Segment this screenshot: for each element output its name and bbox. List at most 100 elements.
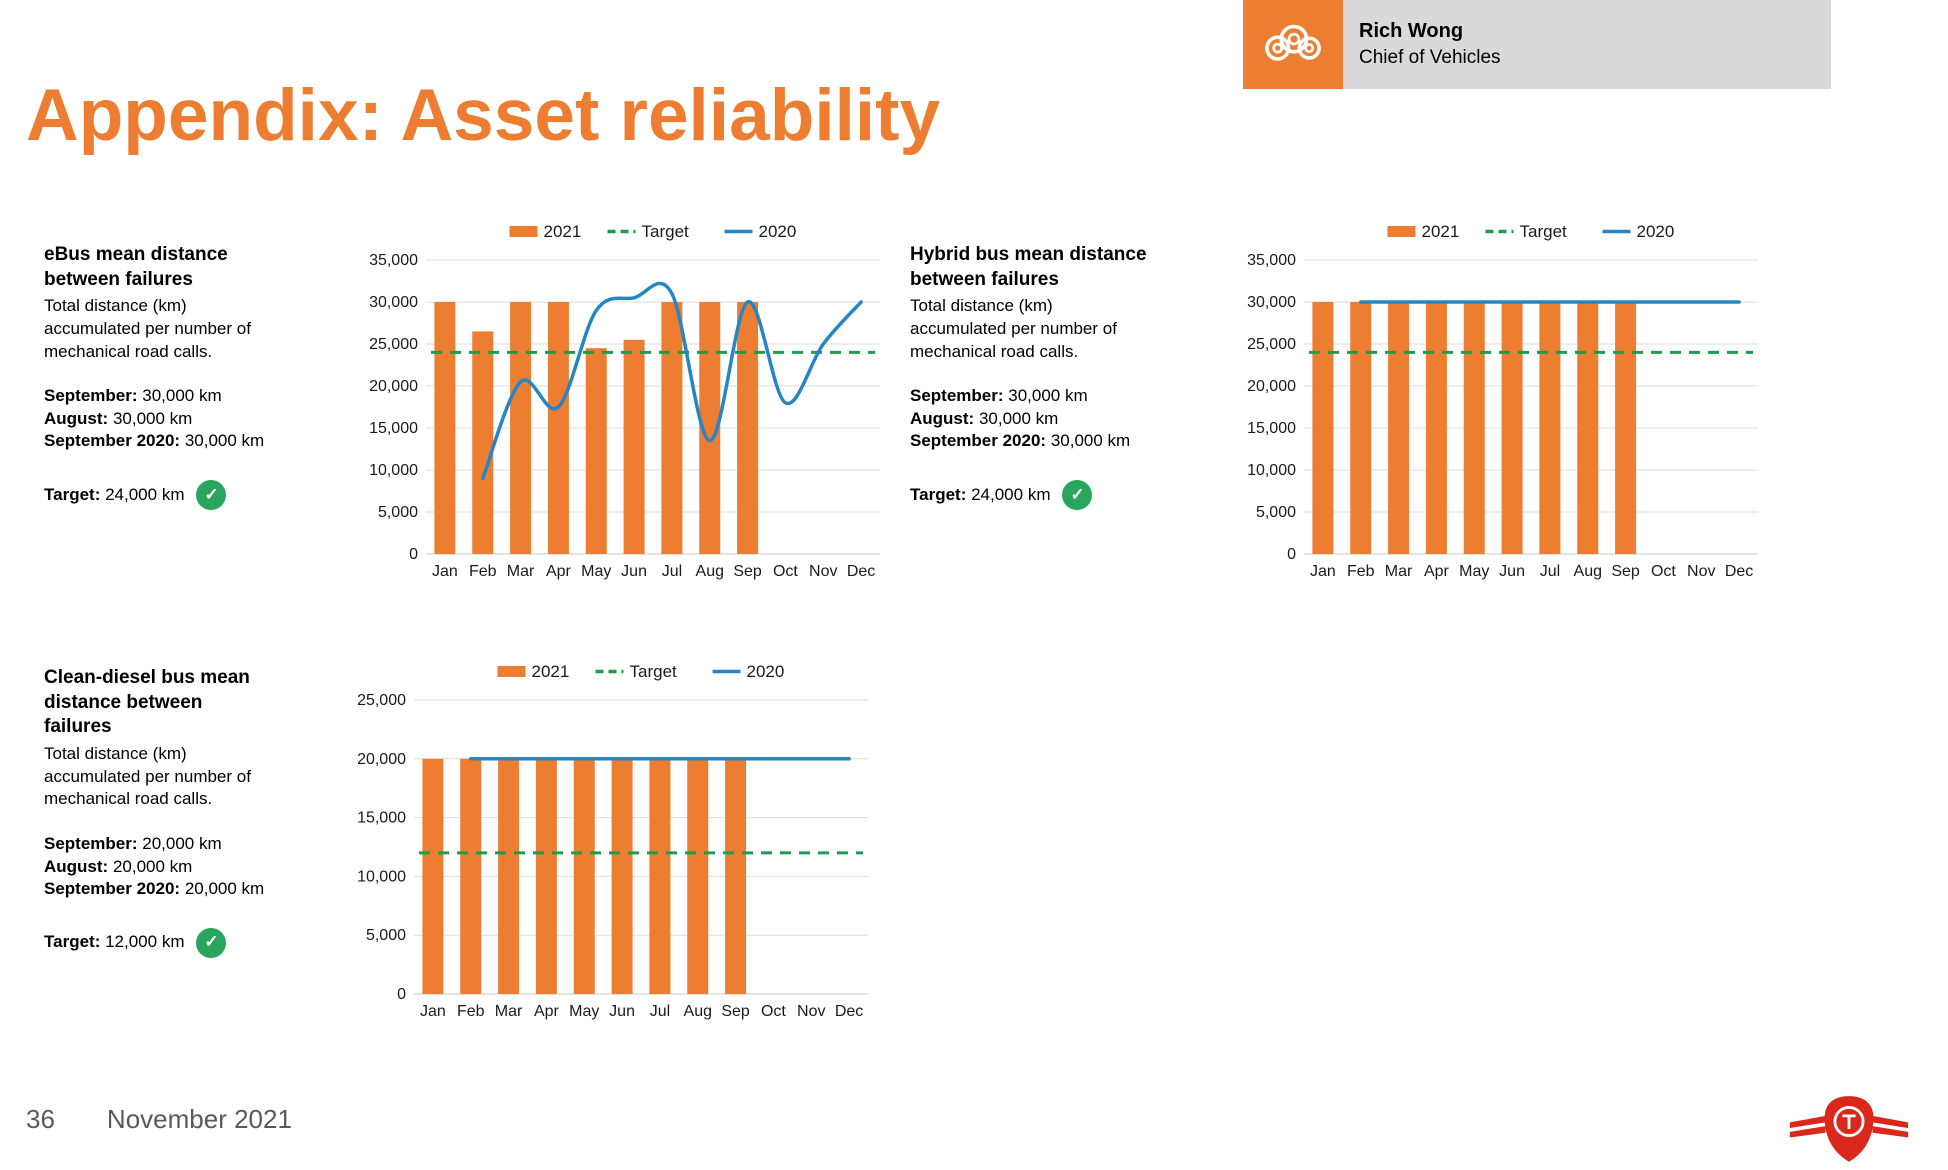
page-number: 36	[26, 1104, 55, 1134]
check-glyph: ✓	[204, 484, 219, 504]
svg-text:0: 0	[1287, 546, 1296, 563]
stat-line: September: 30,000 km	[44, 385, 354, 408]
target-line: Target: 12,000 km ✓	[44, 927, 354, 958]
check-glyph: ✓	[204, 932, 219, 952]
svg-text:5,000: 5,000	[366, 927, 406, 944]
panel-clean-diesel: Clean-diesel bus mean distance between f…	[44, 666, 354, 958]
svg-text:20,000: 20,000	[369, 378, 418, 395]
panel-hybrid: Hybrid bus mean distance between failure…	[910, 243, 1220, 511]
stat-line: August: 20,000 km	[44, 856, 354, 879]
svg-text:15,000: 15,000	[369, 420, 418, 437]
svg-text:5,000: 5,000	[378, 504, 418, 521]
svg-text:May: May	[569, 1003, 599, 1020]
presenter-info: Rich Wong Chief of Vehicles	[1343, 0, 1831, 89]
target-met-check-icon: ✓	[1062, 480, 1093, 511]
svg-text:20,000: 20,000	[1247, 378, 1296, 395]
svg-text:0: 0	[409, 546, 418, 563]
svg-text:2021: 2021	[532, 662, 570, 681]
stat-label: August:	[910, 408, 975, 428]
svg-text:Jul: Jul	[650, 1003, 670, 1020]
target-label: Target:	[44, 484, 101, 504]
svg-text:10,000: 10,000	[357, 868, 406, 885]
svg-text:2020: 2020	[759, 222, 797, 241]
svg-text:Target: Target	[1520, 222, 1568, 241]
svg-text:Mar: Mar	[1385, 563, 1413, 580]
svg-text:Oct: Oct	[1651, 563, 1676, 580]
svg-text:10,000: 10,000	[1247, 462, 1296, 479]
svg-text:Jun: Jun	[621, 563, 647, 580]
svg-text:2020: 2020	[1637, 222, 1675, 241]
panel-stats: September: 30,000 km August: 30,000 km S…	[44, 385, 354, 453]
stat-line: August: 30,000 km	[910, 408, 1220, 431]
svg-text:Sep: Sep	[733, 563, 762, 580]
svg-text:Dec: Dec	[1725, 563, 1753, 580]
svg-text:Feb: Feb	[457, 1003, 485, 1020]
svg-text:Dec: Dec	[835, 1003, 863, 1020]
stat-line: September 2020: 30,000 km	[910, 430, 1220, 453]
svg-text:Jun: Jun	[1499, 563, 1525, 580]
svg-text:Apr: Apr	[1424, 563, 1450, 580]
panel-heading: Hybrid bus mean distance between failure…	[910, 244, 1147, 290]
svg-text:Target: Target	[642, 222, 690, 241]
svg-text:Sep: Sep	[721, 1003, 750, 1020]
ebus-chart: 0 5,000 10,000 15,000 20,000 25,000 30,000 35,0…	[369, 222, 880, 580]
stat-line: September 2020: 20,000 km	[44, 878, 354, 901]
svg-text:Mar: Mar	[495, 1003, 523, 1020]
panel-stats: September: 20,000 km August: 20,000 km S…	[44, 833, 354, 901]
stat-value: 30,000 km	[142, 386, 222, 406]
panel-description: Total distance (km) accumulated per numb…	[44, 296, 251, 361]
svg-text:30,000: 30,000	[369, 294, 418, 311]
svg-text:Nov: Nov	[797, 1003, 825, 1020]
footer: 36 November 2021	[26, 1104, 292, 1135]
svg-text:25,000: 25,000	[1247, 336, 1296, 353]
svg-text:Apr: Apr	[534, 1003, 560, 1020]
stat-value: 30,000 km	[184, 431, 265, 451]
stat-value: 20,000 km	[142, 833, 222, 853]
target-value: 24,000 km	[971, 484, 1051, 504]
target-line: Target: 24,000 km ✓	[44, 480, 354, 511]
svg-text:Oct: Oct	[761, 1003, 786, 1020]
target-value: 24,000 km	[105, 484, 185, 504]
svg-text:Jan: Jan	[1310, 563, 1336, 580]
target-met-check-icon: ✓	[196, 927, 227, 958]
footer-date: November 2021	[106, 1104, 292, 1134]
svg-text:0: 0	[397, 986, 406, 1003]
stat-value: 30,000 km	[1008, 386, 1088, 406]
stat-line: August: 30,000 km	[44, 408, 354, 431]
svg-text:Target: Target	[630, 662, 678, 681]
svg-text:2021: 2021	[544, 222, 582, 241]
svg-text:Jun: Jun	[609, 1003, 635, 1020]
svg-text:2020: 2020	[747, 662, 785, 681]
svg-text:2021: 2021	[1422, 222, 1460, 241]
stat-line: September 2020: 30,000 km	[44, 430, 354, 453]
svg-text:Apr: Apr	[546, 563, 572, 580]
target-met-check-icon: ✓	[196, 480, 227, 511]
vehicles-icon	[1243, 0, 1343, 89]
svg-text:Oct: Oct	[773, 563, 798, 580]
svg-text:Nov: Nov	[1687, 563, 1715, 580]
svg-text:30,000: 30,000	[1247, 294, 1296, 311]
presenter-badge: Rich Wong Chief of Vehicles	[1243, 0, 1831, 89]
svg-text:35,000: 35,000	[1247, 252, 1296, 269]
hybrid-chart: 0 5,000 10,000 15,000 20,000 25,000 30,000 35,0…	[1247, 222, 1758, 580]
stat-label: September 2020:	[910, 431, 1047, 451]
stat-label: August:	[44, 856, 109, 876]
svg-text:Nov: Nov	[809, 563, 837, 580]
svg-text:10,000: 10,000	[369, 462, 418, 479]
svg-text:Jan: Jan	[432, 563, 458, 580]
stat-line: September: 20,000 km	[44, 833, 354, 856]
stat-value: 20,000 km	[184, 879, 265, 899]
svg-text:Feb: Feb	[1347, 563, 1375, 580]
svg-text:15,000: 15,000	[357, 810, 406, 827]
stat-label: September 2020:	[44, 431, 181, 451]
stat-label: August:	[44, 408, 109, 428]
stat-line: September: 30,000 km	[910, 385, 1220, 408]
panel-heading: Clean-diesel bus mean distance between f…	[44, 667, 250, 738]
svg-text:Feb: Feb	[469, 563, 497, 580]
svg-text:May: May	[581, 563, 611, 580]
target-value: 12,000 km	[105, 932, 185, 952]
svg-text:15,000: 15,000	[1247, 420, 1296, 437]
stat-label: September 2020:	[44, 879, 181, 899]
svg-text:Jul: Jul	[1540, 563, 1560, 580]
stat-label: September:	[44, 833, 138, 853]
